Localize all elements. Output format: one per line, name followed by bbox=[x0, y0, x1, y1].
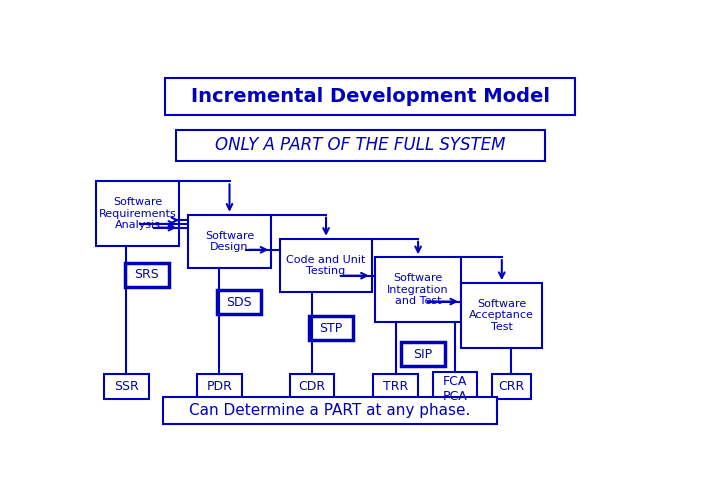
Text: PDR: PDR bbox=[207, 381, 233, 394]
FancyBboxPatch shape bbox=[166, 78, 575, 115]
FancyBboxPatch shape bbox=[401, 342, 445, 366]
FancyBboxPatch shape bbox=[163, 397, 498, 423]
Text: SDS: SDS bbox=[226, 296, 252, 309]
Text: TRR: TRR bbox=[383, 381, 408, 394]
FancyBboxPatch shape bbox=[374, 257, 461, 322]
Text: Can Determine a PART at any phase.: Can Determine a PART at any phase. bbox=[189, 403, 471, 418]
FancyBboxPatch shape bbox=[492, 374, 531, 399]
FancyBboxPatch shape bbox=[217, 290, 261, 314]
Text: Code and Unit
Testing: Code and Unit Testing bbox=[286, 255, 366, 276]
FancyBboxPatch shape bbox=[280, 239, 372, 292]
Text: SSR: SSR bbox=[114, 381, 139, 394]
FancyBboxPatch shape bbox=[289, 374, 334, 399]
Text: ONLY A PART OF THE FULL SYSTEM: ONLY A PART OF THE FULL SYSTEM bbox=[215, 136, 506, 155]
Text: CRR: CRR bbox=[498, 381, 524, 394]
Text: SRS: SRS bbox=[135, 268, 159, 281]
Text: Incremental Development Model: Incremental Development Model bbox=[191, 87, 550, 106]
FancyBboxPatch shape bbox=[197, 374, 242, 399]
Text: Software
Requirements
Analysis: Software Requirements Analysis bbox=[99, 197, 176, 230]
Text: FCA
PCA: FCA PCA bbox=[443, 375, 467, 403]
FancyBboxPatch shape bbox=[310, 316, 353, 340]
FancyBboxPatch shape bbox=[433, 372, 477, 407]
FancyBboxPatch shape bbox=[104, 374, 148, 399]
Text: STP: STP bbox=[320, 322, 343, 335]
FancyBboxPatch shape bbox=[176, 130, 545, 161]
FancyBboxPatch shape bbox=[374, 374, 418, 399]
Text: Software
Acceptance
Test: Software Acceptance Test bbox=[469, 299, 534, 332]
FancyBboxPatch shape bbox=[461, 283, 542, 348]
FancyBboxPatch shape bbox=[188, 215, 271, 268]
Text: SIP: SIP bbox=[413, 348, 433, 360]
FancyBboxPatch shape bbox=[125, 263, 168, 287]
Text: Software
Design: Software Design bbox=[205, 231, 254, 252]
Text: Software
Integration
and Test: Software Integration and Test bbox=[387, 273, 449, 306]
FancyBboxPatch shape bbox=[96, 181, 179, 246]
Text: CDR: CDR bbox=[299, 381, 325, 394]
